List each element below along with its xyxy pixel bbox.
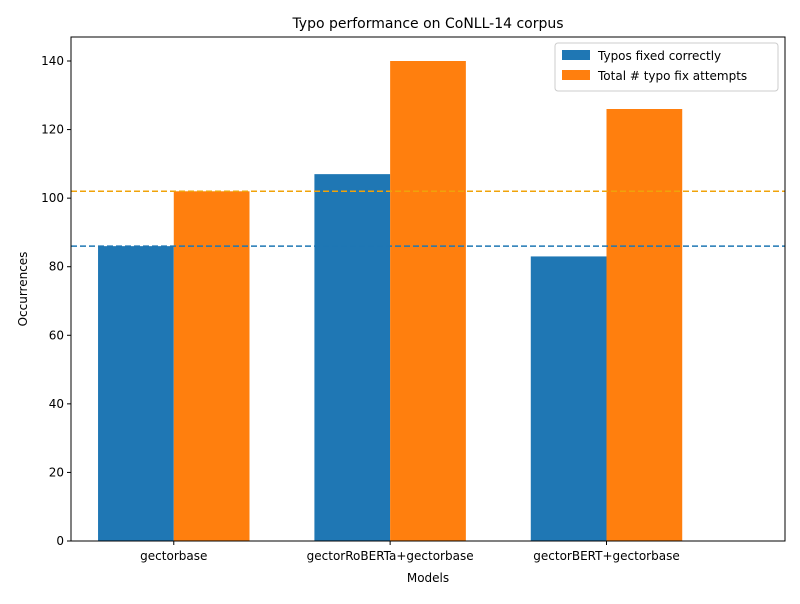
x-axis-label: Models <box>407 571 449 585</box>
x-tick-label-2: gectorBERT+gectorbase <box>533 549 679 563</box>
reference-lines-layer <box>71 190 785 247</box>
y-tick-label-5: 100 <box>41 191 64 205</box>
y-tick-label-7: 140 <box>41 54 64 68</box>
y-tick-label-6: 120 <box>41 123 64 137</box>
legend-swatch-1 <box>562 70 590 80</box>
y-tick-label-2: 40 <box>49 397 64 411</box>
x-tick-label-0: gectorbase <box>140 549 207 563</box>
bars-layer <box>98 61 683 542</box>
bar-fixed-correctly-1 <box>314 174 391 541</box>
legend-label-0: Typos fixed correctly <box>597 49 721 63</box>
y-tick-label-4: 80 <box>49 260 64 274</box>
y-tick-label-1: 20 <box>49 465 64 479</box>
y-axis-label: Occurrences <box>16 252 30 327</box>
y-tick-label-0: 0 <box>56 534 64 548</box>
legend-box <box>554 42 779 92</box>
bar-fix-attempts-1 <box>390 61 466 541</box>
plot-frame <box>70 36 786 542</box>
y-tick-label-3: 60 <box>49 328 64 342</box>
x-tick-label-1: gectorRoBERTa+gectorbase <box>307 549 474 563</box>
legend-label-1: Total # typo fix attempts <box>597 69 747 83</box>
chart-title: Typo performance on CoNLL-14 corpus <box>291 16 563 32</box>
bar-fixed-correctly-0 <box>98 246 174 541</box>
bar-fix-attempts-0 <box>173 191 250 542</box>
legend-swatch-0 <box>562 50 590 60</box>
axes-layer: 0 20 40 60 80 100 120 140 gectorbase gectorRoBERT… <box>41 36 786 563</box>
bar-fix-attempts-2 <box>606 109 683 541</box>
legend: Typos fixed correctly Total # typo fix at… <box>554 42 779 92</box>
bar-fixed-correctly-2 <box>530 256 607 541</box>
